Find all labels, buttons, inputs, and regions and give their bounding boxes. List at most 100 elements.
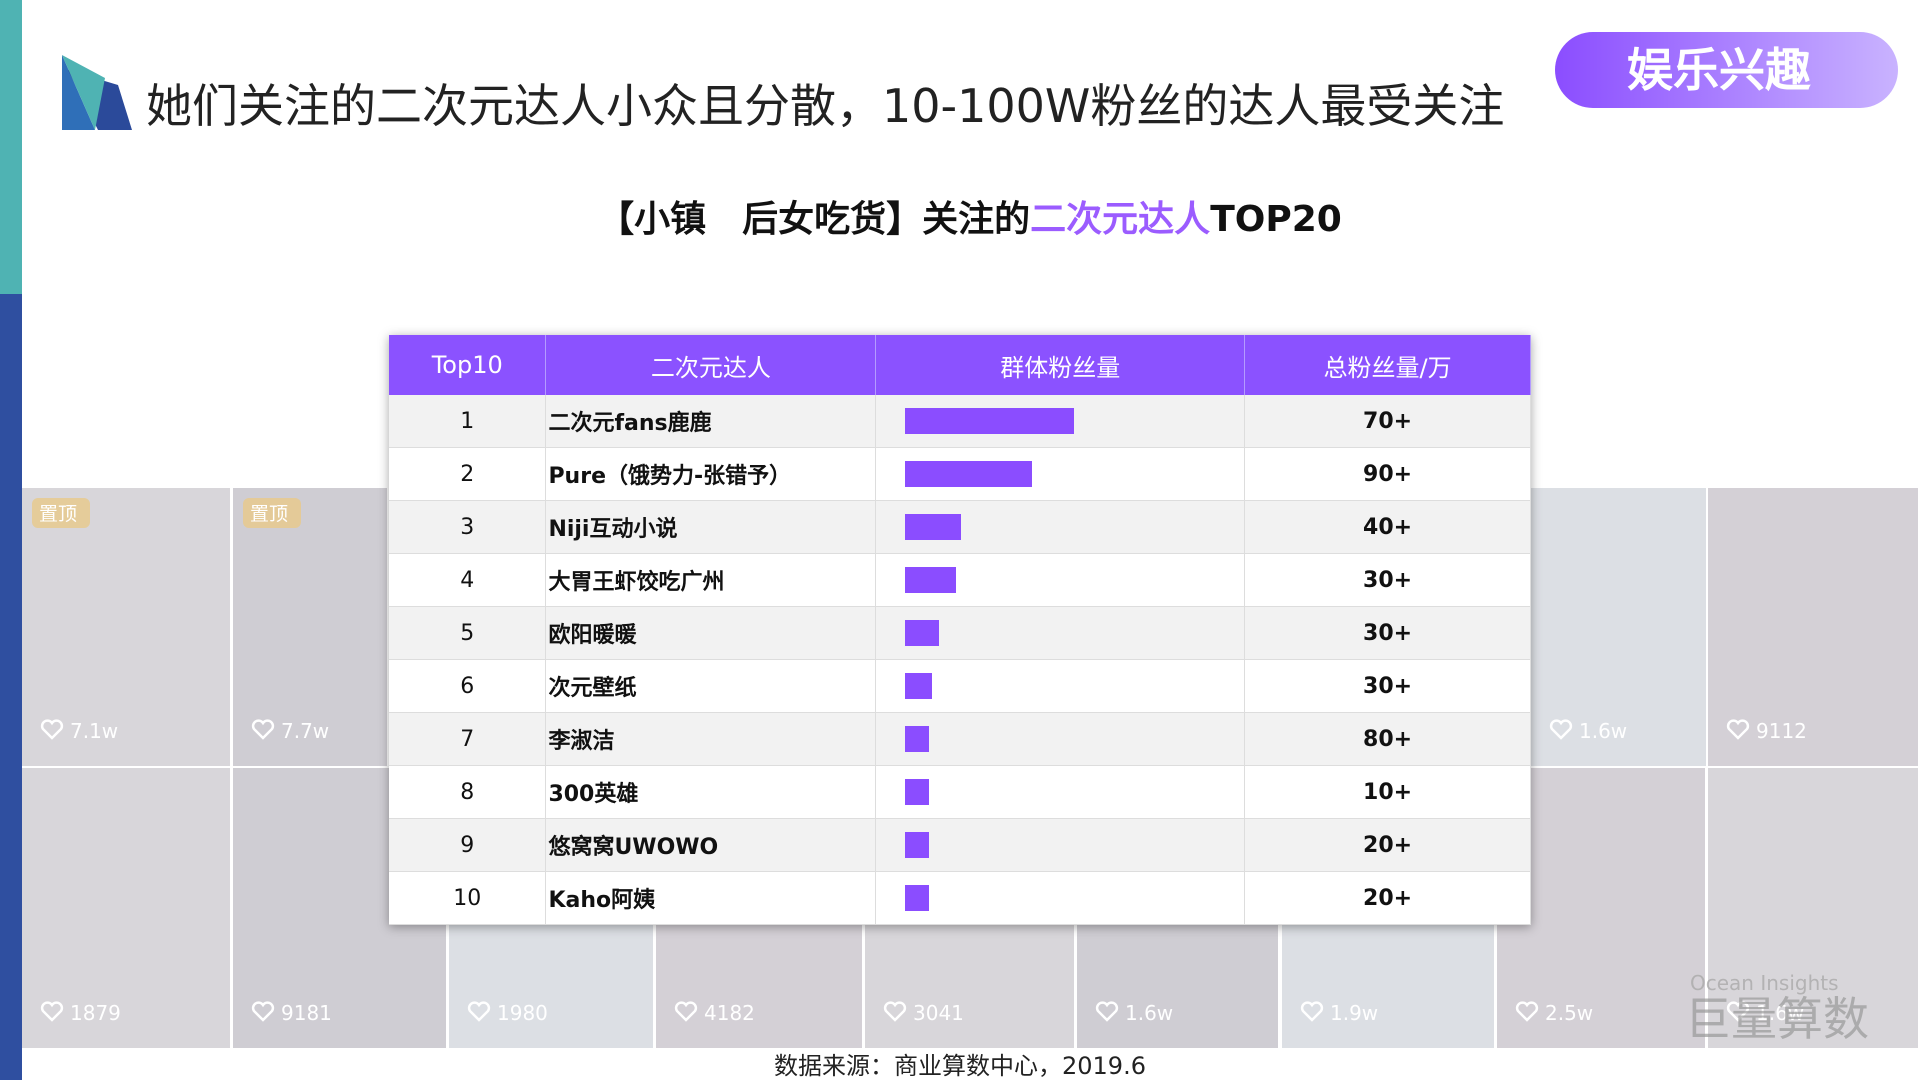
bar: [905, 567, 956, 593]
bar: [905, 408, 1075, 434]
column-header: Top10: [389, 335, 547, 395]
photo-tile: [1497, 768, 1705, 1048]
subtitle-part: 【小镇 后女吃货】关注的: [598, 199, 1031, 240]
subtitle-highlight: 二次元达人: [1030, 199, 1211, 240]
like-count: 1980: [497, 1001, 548, 1025]
heart-icon: [40, 1001, 64, 1022]
rank: 1: [389, 395, 547, 448]
photo-tile: [1708, 488, 1918, 766]
rank: 4: [389, 553, 547, 607]
bar-cell: [875, 553, 1246, 607]
accent-bar: [0, 294, 22, 1080]
creator-name: Kaho阿姨: [545, 871, 877, 925]
heart-icon: [40, 719, 64, 740]
table-row: 8 300英雄 10+: [389, 765, 1531, 819]
total-fans: 30+: [1244, 606, 1531, 660]
heart-icon: [251, 1001, 275, 1022]
creator-name: 李淑洁: [545, 712, 877, 766]
bar: [905, 461, 1033, 487]
rank: 10: [389, 871, 547, 925]
bar-cell: [875, 712, 1246, 766]
creator-name: 欧阳暖暖: [545, 606, 877, 660]
source: 数据来源：商业算数中心，2019.6: [774, 1052, 1146, 1080]
heart-icon: [1095, 1001, 1119, 1022]
bar-cell: [875, 395, 1246, 448]
bar: [905, 726, 929, 752]
column-header: 总粉丝量/万: [1244, 335, 1531, 395]
header-row: Top10 二次元达人 群体粉丝量 总粉丝量/万: [389, 335, 1531, 395]
subtitle-part: TOP20: [1210, 199, 1342, 240]
creator-name: Niji互动小说: [545, 500, 877, 554]
like-count: 1879: [70, 1001, 121, 1025]
rank: 3: [389, 500, 547, 554]
total-fans: 80+: [1244, 712, 1531, 766]
photo-tile: [22, 488, 230, 766]
bar: [905, 779, 929, 805]
total-fans: 70+: [1244, 395, 1531, 448]
logo: [62, 55, 105, 130]
like-count: 3041: [913, 1001, 964, 1025]
title: 她们关注的二次元达人小众且分散，10-100W粉丝的达人最受关注: [146, 79, 1505, 133]
column-header: 群体粉丝量: [875, 335, 1246, 395]
pin-label: 置顶: [39, 503, 77, 525]
table-row: 4 大胃王虾饺吃广州 30+: [389, 553, 1531, 607]
table-row: 3 Niji互动小说 40+: [389, 500, 1531, 554]
rank: 6: [389, 659, 547, 713]
table-row: 2 Pure（饿势力-张错予） 90+: [389, 447, 1531, 501]
like-count: 1.6w: [1756, 1001, 1804, 1025]
like-count: 7.1w: [70, 719, 118, 743]
table-row: 10 Kaho阿姨 20+: [389, 871, 1531, 925]
total-fans: 90+: [1244, 447, 1531, 501]
rank: 5: [389, 606, 547, 660]
total-fans: 40+: [1244, 500, 1531, 554]
total-fans: 20+: [1244, 871, 1531, 925]
like-count: 9181: [281, 1001, 332, 1025]
bar-cell: [875, 500, 1246, 554]
total-fans: 30+: [1244, 553, 1531, 607]
table-row: 7 李淑洁 80+: [389, 712, 1531, 766]
rank: 7: [389, 712, 547, 766]
like-count: 7.7w: [281, 719, 329, 743]
watermark: Ocean Insights: [1690, 971, 1839, 995]
table-row: 1 二次元fans鹿鹿 70+: [389, 395, 1531, 448]
table-row: 9 悠窝窝UWOWO 20+: [389, 818, 1531, 872]
total-fans: 10+: [1244, 765, 1531, 819]
heart-icon: [1726, 1001, 1750, 1022]
bar-cell: [875, 606, 1246, 660]
creator-name: 悠窝窝UWOWO: [545, 818, 877, 872]
like-count: 1.6w: [1579, 719, 1627, 743]
bar-cell: [875, 765, 1246, 819]
like-count: 2.5w: [1545, 1001, 1593, 1025]
heart-icon: [1300, 1001, 1324, 1022]
like-count: 1.6w: [1125, 1001, 1173, 1025]
creator-name: 300英雄: [545, 765, 877, 819]
subtitle: 【小镇 后女吃货】关注的二次元达人TOP20: [0, 190, 1920, 242]
bar: [905, 514, 962, 540]
bar-cell: [875, 871, 1246, 925]
pin-badge: [243, 498, 301, 528]
table-row: 5 欧阳暖暖 30+: [389, 606, 1531, 660]
creator-name: 次元壁纸: [545, 659, 877, 713]
pin-badge: [32, 498, 90, 528]
bar: [905, 885, 929, 911]
photo-tile: [22, 768, 230, 1048]
rank: 8: [389, 765, 547, 819]
table-row: 6 次元壁纸 30+: [389, 659, 1531, 713]
creator-name: 大胃王虾饺吃广州: [545, 553, 877, 607]
heart-icon: [883, 1001, 907, 1022]
heart-icon: [467, 1001, 491, 1022]
rank: 9: [389, 818, 547, 872]
bar: [905, 620, 940, 646]
pin-label: 置顶: [250, 503, 288, 525]
bar: [905, 832, 929, 858]
total-fans: 20+: [1244, 818, 1531, 872]
like-count: 9112: [1756, 719, 1807, 743]
bar-cell: [875, 659, 1246, 713]
heart-icon: [251, 719, 275, 740]
table: Top10 二次元达人 群体粉丝量 总粉丝量/万 1 二次元fans鹿鹿 70+ 2 Pure…: [389, 335, 1531, 925]
photo-tile: [1531, 488, 1706, 766]
heart-icon: [1726, 719, 1750, 740]
heart-icon: [1515, 1001, 1539, 1022]
watermark: 巨量算数: [1685, 992, 1869, 1046]
